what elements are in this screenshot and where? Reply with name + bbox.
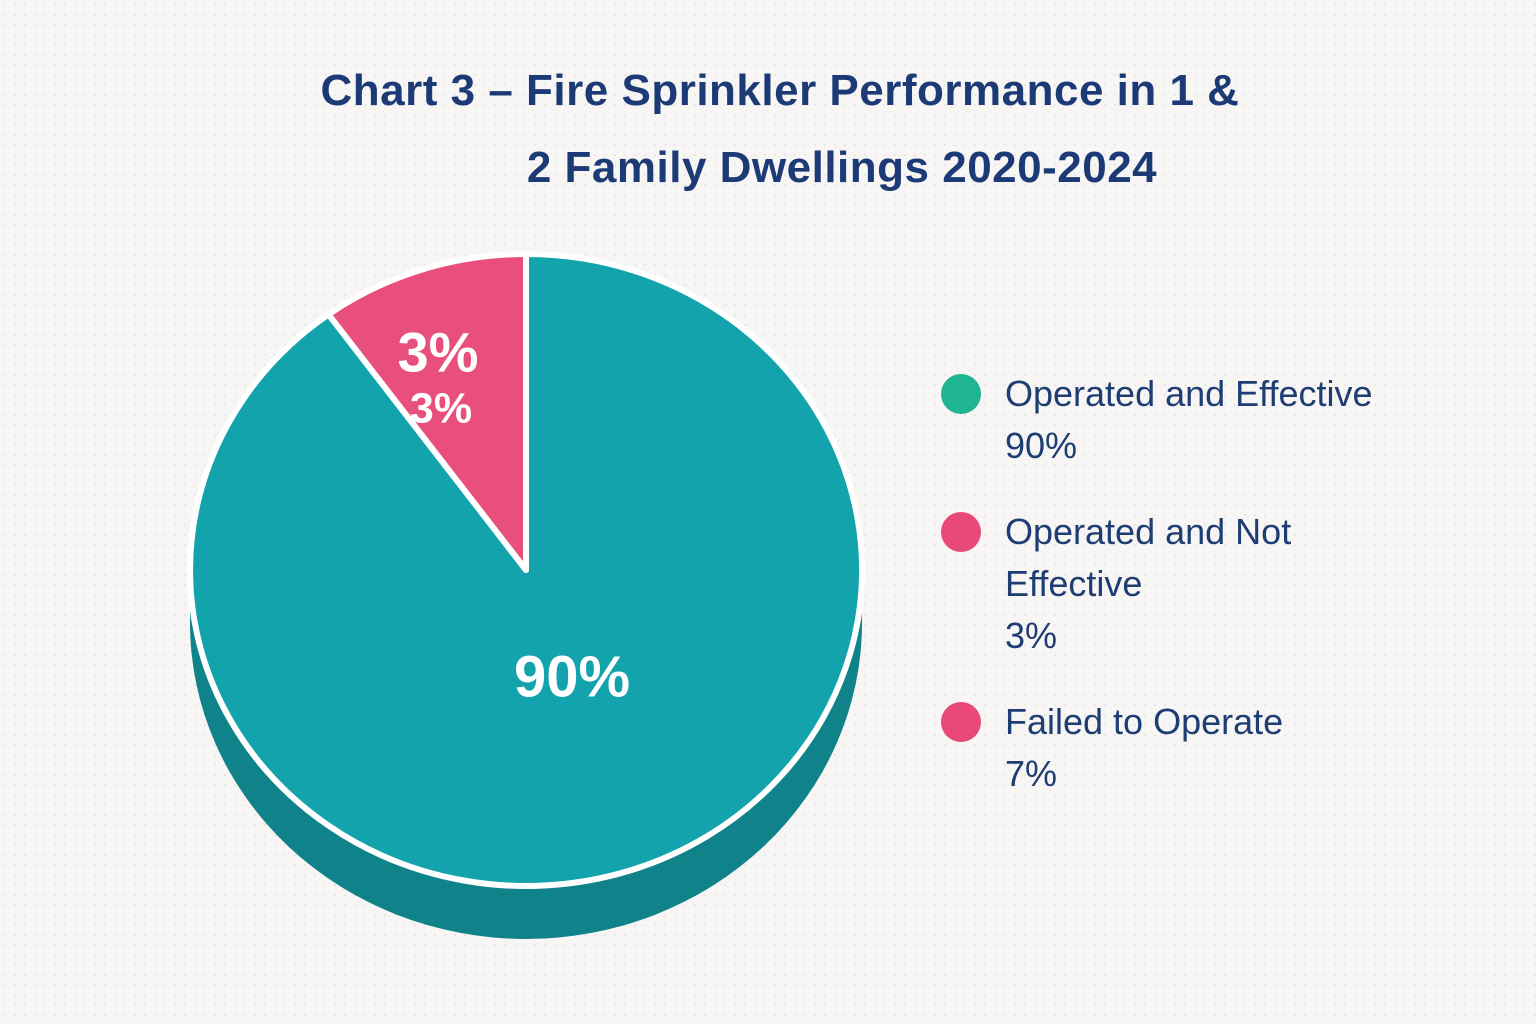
legend-item-label: Operated and Not Effective xyxy=(1005,511,1292,604)
legend-text: Failed to Operate 7% xyxy=(1005,696,1283,800)
legend-item-label: Operated and Effective xyxy=(1005,373,1373,414)
legend-swatch-icon xyxy=(941,374,981,414)
legend-text: Operated and Effective 90% xyxy=(1005,368,1373,472)
legend-swatch-icon xyxy=(941,512,981,552)
legend-item-failed-to-operate: Failed to Operate 7% xyxy=(941,696,1441,800)
legend-item-operated-and-effective: Operated and Effective 90% xyxy=(941,368,1441,472)
legend-item-label: Failed to Operate xyxy=(1005,701,1284,742)
legend-text: Operated and Not Effective 3% xyxy=(1005,506,1435,662)
legend-item-value: 90% xyxy=(1005,425,1078,466)
chart-title-line-2: 2 Family Dwellings 2020-2024 xyxy=(526,143,1158,192)
legend-swatch-icon xyxy=(941,702,981,742)
pie-slice-label-3-percent-small: 3% xyxy=(409,384,473,433)
legend-item-value: 7% xyxy=(1005,753,1058,794)
pie-slice-label-3-percent-large: 3% xyxy=(397,320,479,384)
chart-title: Chart 3 – Fire Sprinkler Performance in … xyxy=(140,52,1420,206)
chart-legend: Operated and Effective 90% Operated and … xyxy=(941,368,1441,800)
legend-item-value: 3% xyxy=(1005,615,1058,656)
legend-item-operated-and-not-effective: Operated and Not Effective 3% xyxy=(941,506,1441,662)
chart-title-line-1: Chart 3 – Fire Sprinkler Performance in … xyxy=(320,66,1240,115)
pie-slice-label-90-percent: 90% xyxy=(513,644,631,710)
